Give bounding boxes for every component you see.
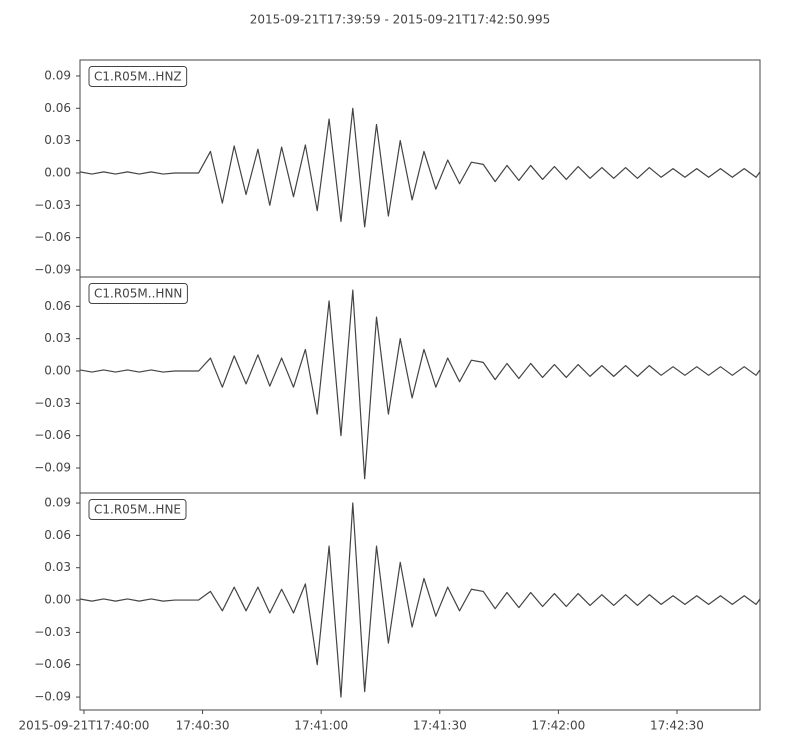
legend-label: C1.R05M..HNE bbox=[94, 503, 181, 517]
y-tick-label: −0.09 bbox=[34, 690, 71, 704]
y-tick-label: 0.06 bbox=[44, 528, 71, 542]
y-tick-label: −0.09 bbox=[34, 460, 71, 474]
y-tick-label: 0.03 bbox=[44, 560, 71, 574]
y-tick-label: −0.03 bbox=[34, 198, 71, 212]
y-tick-label: 0.09 bbox=[44, 496, 71, 510]
axes-frame bbox=[79, 492, 761, 711]
y-tick-label: 0.00 bbox=[44, 165, 71, 179]
y-tick-label: 0.00 bbox=[44, 363, 71, 377]
y-tick-label: −0.03 bbox=[34, 625, 71, 639]
y-tick-label: 0.03 bbox=[44, 133, 71, 147]
trace bbox=[80, 289, 760, 480]
legend-label: C1.R05M..HNZ bbox=[94, 70, 182, 84]
legend-box bbox=[88, 283, 188, 304]
x-tick-label: 17:42:30 bbox=[650, 719, 704, 733]
x-tick-label: 17:42:00 bbox=[531, 719, 585, 733]
y-tick-label: −0.06 bbox=[34, 230, 71, 244]
trace bbox=[80, 502, 760, 698]
x-tick-label: 17:40:30 bbox=[176, 719, 230, 733]
x-tick-label: 2015-09-21T17:40:00 bbox=[18, 719, 149, 733]
figure-title: 2015-09-21T17:39:59 - 2015-09-21T17:42:5… bbox=[250, 13, 551, 27]
trace bbox=[80, 107, 760, 228]
y-tick-label: −0.06 bbox=[34, 428, 71, 442]
y-tick-label: 0.06 bbox=[44, 101, 71, 115]
y-tick-label: 0.00 bbox=[44, 593, 71, 607]
plot-area bbox=[80, 107, 760, 228]
legend-box bbox=[88, 499, 187, 520]
y-tick-label: −0.09 bbox=[34, 262, 71, 276]
y-tick-label: −0.06 bbox=[34, 657, 71, 671]
y-tick-label: 0.09 bbox=[44, 68, 71, 82]
x-tick-label: 17:41:00 bbox=[294, 719, 348, 733]
y-tick-label: −0.03 bbox=[34, 396, 71, 410]
y-tick-label: 0.03 bbox=[44, 331, 71, 345]
x-tick-label: 17:41:30 bbox=[413, 719, 467, 733]
plot-area bbox=[80, 502, 760, 698]
legend-box bbox=[88, 66, 188, 87]
legend-label: C1.R05M..HNN bbox=[94, 287, 182, 301]
plot-area bbox=[80, 289, 760, 480]
y-tick-label: 0.06 bbox=[44, 299, 71, 313]
